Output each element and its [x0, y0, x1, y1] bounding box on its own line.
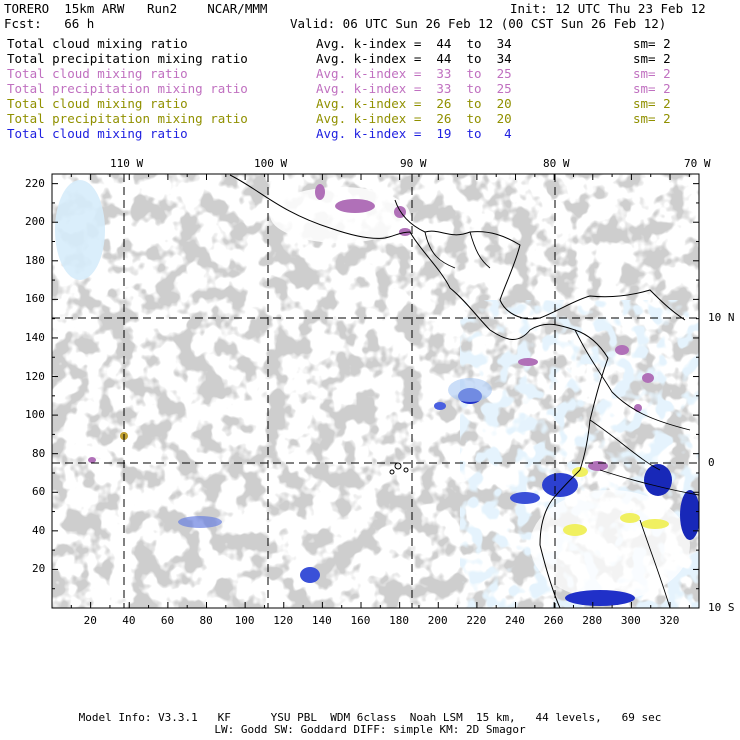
x-tick-label: 320	[659, 614, 680, 627]
x-tick-label: 40	[122, 614, 136, 627]
x-tick-label: 80	[199, 614, 213, 627]
x-tick-label: 220	[466, 614, 487, 627]
lat-label-10s: 10 S	[708, 601, 735, 614]
lon-label-70w: 70 W	[684, 157, 711, 170]
y-tick-label: 80	[32, 446, 46, 460]
valid-time: Valid: 06 UTC Sun 26 Feb 12 (00 CST Sun …	[290, 16, 667, 31]
model-info-line2: LW: Godd SW: Goddard DIFF: simple KM: 2D…	[214, 723, 526, 736]
legend-row: Total cloud mixing ratio Avg. k-index = 1…	[7, 126, 707, 141]
legend-smoothing: sm= 2	[633, 111, 671, 126]
lon-label-80w: 80 W	[543, 157, 570, 170]
legend-smoothing: sm= 2	[633, 96, 671, 111]
y-tick-label: 120	[25, 369, 45, 383]
x-tick-label: 60	[160, 614, 175, 627]
x-tick-label: 140	[311, 614, 332, 627]
x-tick-label: 20	[83, 614, 97, 627]
y-tick-label: 100	[25, 408, 45, 422]
x-tick-label: 200	[427, 614, 448, 627]
legend-field: Total precipitation mixing ratio	[7, 111, 248, 126]
lon-label-90w: 90 W	[400, 157, 427, 170]
lon-label-110w: 110 W	[110, 157, 144, 170]
y-tick-label: 20	[32, 562, 46, 576]
y-tick-label: 180	[25, 253, 45, 267]
legend-field: Total cloud mixing ratio	[7, 126, 188, 141]
y-tick-label: 220	[25, 176, 45, 190]
legend-kindex: Avg. k-index = 19 to 4	[316, 126, 512, 141]
legend-field: Total precipitation mixing ratio	[7, 51, 248, 66]
legend-kindex: Avg. k-index = 26 to 20	[316, 111, 512, 126]
y-tick-label: 200	[25, 215, 45, 229]
legend-row: Total cloud mixing ratio Avg. k-index = 2…	[7, 96, 707, 111]
x-tick-label: 120	[273, 614, 294, 627]
legend-kindex: Avg. k-index = 44 to 34	[316, 36, 512, 51]
legend-kindex: Avg. k-index = 33 to 25	[316, 81, 512, 96]
axis-ticks	[52, 174, 699, 608]
lon-label-100w: 100 W	[254, 157, 288, 170]
init-time: Init: 12 UTC Thu 23 Feb 12	[510, 1, 706, 16]
cloud-lightblue-west	[55, 180, 105, 280]
lat-label-10n: 10 N	[708, 311, 735, 324]
coastline-caribbean	[394, 199, 686, 321]
legend-row: Total cloud mixing ratio Avg. k-index = 4…	[7, 36, 707, 51]
x-tick-label: 180	[389, 614, 410, 627]
legend-kindex: Avg. k-index = 33 to 25	[316, 66, 512, 81]
legend-field: Total cloud mixing ratio	[7, 96, 188, 111]
legend-row: Total precipitation mixing ratio Avg. k-i…	[7, 111, 707, 126]
legend-smoothing: sm= 2	[633, 36, 671, 51]
x-tick-label: 300	[620, 614, 641, 627]
legend-field: Total cloud mixing ratio	[7, 36, 188, 51]
forecast-hour: Fcst: 66 h	[4, 16, 95, 31]
coastline-south-america-west	[539, 357, 609, 608]
legend-row: Total cloud mixing ratio Avg. k-index = 3…	[7, 66, 707, 81]
legend-smoothing: sm= 2	[633, 51, 671, 66]
galapagos-islands	[389, 462, 409, 475]
model-title: TORERO 15km ARW Run2 NCAR/MMM	[4, 1, 268, 16]
model-info-line1: Model Info: V3.3.1 KF YSU PBL WDM 6class…	[78, 711, 662, 724]
legend-field: Total precipitation mixing ratio	[7, 81, 248, 96]
legend-kindex: Avg. k-index = 44 to 34	[316, 51, 512, 66]
legend-row: Total precipitation mixing ratio Avg. k-i…	[7, 81, 707, 96]
y-tick-label: 160	[25, 292, 45, 306]
x-tick-label: 160	[350, 614, 371, 627]
x-tick-label: 260	[543, 614, 564, 627]
x-tick-label: 240	[505, 614, 525, 627]
legend-smoothing: sm= 2	[633, 81, 671, 96]
y-tick-label: 60	[32, 485, 46, 499]
lat-label-0: 0	[708, 456, 715, 469]
legend-smoothing: sm= 2	[633, 66, 671, 81]
x-tick-label: 100	[234, 614, 255, 627]
plot-frame	[51, 173, 700, 609]
country-borders	[424, 231, 699, 608]
y-tick-label: 140	[25, 330, 45, 344]
legend-field: Total cloud mixing ratio	[7, 66, 188, 81]
coastline-central-america	[229, 174, 609, 359]
legend-kindex: Avg. k-index = 26 to 20	[316, 96, 512, 111]
latlon-grid	[52, 174, 699, 608]
y-tick-label: 40	[32, 523, 46, 537]
x-tick-label: 280	[582, 614, 603, 627]
legend-row: Total precipitation mixing ratio Avg. k-i…	[7, 51, 707, 66]
